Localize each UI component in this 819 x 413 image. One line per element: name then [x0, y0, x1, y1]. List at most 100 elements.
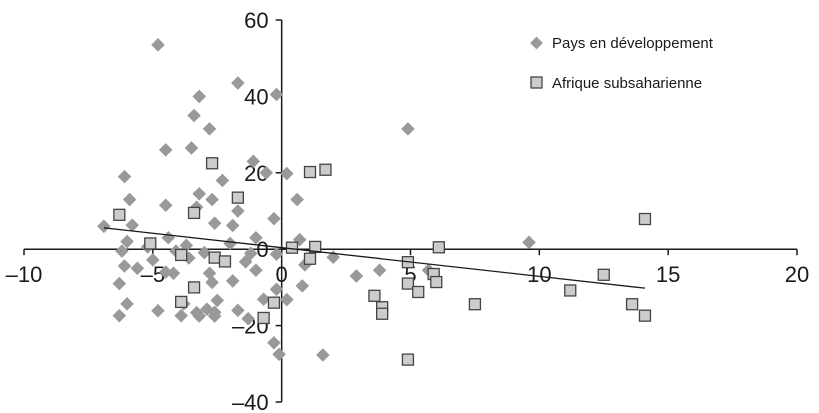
ssa-country-point — [205, 157, 219, 170]
ssa-country-point — [187, 206, 201, 220]
developing-country-point — [207, 216, 222, 231]
developing-country-point — [112, 308, 127, 323]
developing-country-point — [192, 187, 207, 201]
x-tick-label: 15 — [656, 262, 680, 287]
ssa-country-point — [187, 281, 201, 294]
developing-country-point — [256, 292, 271, 307]
developing-country-point — [112, 276, 127, 291]
legend-label-ssa: Afrique subsaharienne — [552, 75, 702, 92]
developing-country-point — [249, 263, 263, 277]
developing-country-point — [259, 166, 273, 180]
developing-country-point — [267, 336, 281, 350]
developing-country-point — [225, 274, 240, 288]
ssa-country-point — [319, 163, 332, 176]
developing-country-point — [249, 230, 263, 245]
developing-country-point — [290, 192, 304, 207]
ssa-country-point — [412, 285, 425, 299]
x-tick-label: –10 — [6, 262, 43, 287]
developing-country-point — [225, 218, 240, 233]
developing-country-point — [151, 38, 165, 52]
developing-country-point — [151, 303, 165, 318]
ssa-country-point — [625, 298, 639, 311]
ssa-country-point — [208, 251, 221, 264]
developing-country-point — [272, 347, 286, 362]
legend-item-developing: Pays en développement — [530, 35, 714, 52]
developing-country-point — [246, 154, 261, 169]
developing-country-point — [192, 89, 207, 104]
y-tick-label: –40 — [232, 390, 269, 413]
ssa-country-point — [175, 248, 188, 262]
developing-country-point — [269, 282, 284, 297]
legend-item-ssa: Afrique subsaharienne — [530, 75, 702, 92]
ssa-country-point — [113, 208, 126, 221]
ssa-country-point — [175, 295, 188, 309]
developing-country-point — [269, 87, 284, 102]
ssa-country-point — [257, 311, 270, 325]
developing-country-point — [207, 309, 222, 323]
legend-square-marker — [530, 76, 543, 89]
developing-country-point — [267, 211, 281, 226]
developing-country-point — [117, 259, 132, 273]
developing-country-point — [205, 192, 219, 207]
ssa-country-point — [401, 277, 415, 290]
developing-country-point — [522, 235, 536, 250]
ssa-country-point — [597, 268, 610, 281]
developing-country-point — [401, 122, 415, 136]
ssa-country-point — [218, 255, 232, 268]
ssa-country-point — [144, 237, 157, 250]
developing-country-point — [120, 297, 134, 311]
trend-line — [103, 227, 646, 289]
developing-country-point — [280, 292, 294, 307]
developing-country-point — [231, 76, 245, 90]
developing-country-point — [192, 309, 207, 323]
developing-country-point — [187, 108, 201, 123]
ssa-country-point — [638, 212, 652, 226]
developing-country-point — [97, 219, 111, 234]
developing-country-point — [231, 204, 245, 218]
ssa-country-point — [638, 309, 652, 322]
developing-country-point — [197, 245, 212, 260]
x-tick-label: 20 — [785, 262, 809, 287]
legend: Pays en développement Afrique subsaharie… — [530, 35, 714, 92]
developing-country-point — [238, 255, 253, 269]
ssa-country-point — [285, 241, 299, 254]
developing-country-point — [179, 238, 194, 253]
developing-country-point — [215, 173, 230, 188]
ssa-country-point — [303, 165, 317, 179]
developing-country-point — [295, 279, 310, 293]
legend-label-developing: Pays en développement — [552, 35, 714, 52]
y-tick-label: 60 — [244, 8, 268, 33]
developing-country-point — [158, 143, 173, 157]
developing-country-point — [120, 234, 134, 249]
y-tick-label: 0 — [256, 237, 268, 262]
developing-country-point — [202, 122, 217, 136]
developing-country-point — [269, 247, 284, 261]
developing-country-point — [205, 275, 219, 290]
y-tick-label: 40 — [244, 84, 268, 109]
ssa-country-point — [432, 241, 445, 254]
ssa-country-point — [231, 191, 245, 204]
developing-country-point — [122, 192, 137, 207]
ssa-country-point — [303, 252, 317, 265]
x-tick-label: 10 — [527, 262, 551, 287]
developing-country-point — [241, 311, 255, 326]
legend-diamond-marker — [530, 36, 543, 50]
ssa-country-point — [564, 284, 577, 297]
ssa-country-point — [309, 240, 322, 254]
ssa-country-point — [468, 298, 482, 311]
ssa-country-point — [368, 289, 381, 302]
developing-country-point — [166, 266, 181, 281]
developing-country-point — [316, 348, 330, 362]
developing-country-point — [161, 230, 176, 245]
x-axis-ticks: –10 –5 0 5 10 15 20 — [6, 249, 809, 287]
developing-country-point — [372, 263, 387, 277]
developing-country-point — [349, 269, 364, 283]
developing-country-point — [158, 198, 173, 213]
ssa-country-point — [267, 296, 281, 309]
developing-country-point — [184, 141, 199, 155]
ssa-country-point — [401, 353, 415, 366]
developing-country-point — [210, 293, 225, 308]
x-tick-label: 0 — [276, 262, 288, 287]
